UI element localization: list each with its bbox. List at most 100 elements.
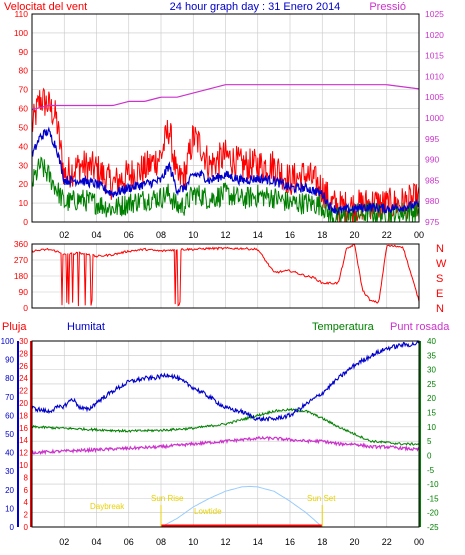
temperature-panel: 0102030405060708090100024681012141618202… <box>1 337 439 547</box>
rain-tick-label-0: 0 <box>24 523 29 532</box>
x-tick-label-14: 14 <box>253 230 263 240</box>
temp-tick-label--25: -25 <box>427 523 439 532</box>
wind-avg-line <box>31 126 420 216</box>
x-tick-label-02: 02 <box>59 537 69 547</box>
compass-label-1: W <box>436 258 447 270</box>
x-tick-label-22: 22 <box>382 537 392 547</box>
y2-tick-label-1025: 1025 <box>425 9 444 19</box>
x-tick-label-10: 10 <box>188 230 198 240</box>
x-tick-label-20: 20 <box>349 230 359 240</box>
temp-tick-label-0: 0 <box>427 451 432 460</box>
y2-tick-label-995: 995 <box>425 134 439 144</box>
y2-tick-label-980: 980 <box>425 196 439 206</box>
dir-tick-label-270: 270 <box>14 255 28 265</box>
y2-tick-label-1015: 1015 <box>425 51 444 61</box>
dir-tick-label-90: 90 <box>19 287 29 297</box>
y-tick-label-0: 0 <box>23 217 28 227</box>
temp-tick-label-20: 20 <box>427 394 436 403</box>
x-tick-label-10: 10 <box>188 537 198 547</box>
daybreak-label: Daybreak <box>90 502 125 511</box>
temp-tick-label--5: -5 <box>427 466 435 475</box>
wind-max-line <box>31 87 420 223</box>
pressure-label: Pressió <box>369 1 406 13</box>
x-tick-label-00: 00 <box>414 230 424 240</box>
y-tick-label-100: 100 <box>14 28 28 38</box>
hum-tick-label-50: 50 <box>5 430 14 439</box>
hum-tick-label-70: 70 <box>5 393 14 402</box>
sun-elevation-arc <box>160 485 323 528</box>
dewpoint-label: Punt rosada <box>390 321 450 333</box>
compass-label-4: N <box>436 303 444 315</box>
y2-tick-label-1005: 1005 <box>425 92 444 102</box>
hum-tick-label-10: 10 <box>5 504 14 513</box>
rain-tick-label-8: 8 <box>24 473 29 482</box>
rain-tick-label-18: 18 <box>19 411 28 420</box>
chart-title: 24 hour graph day : 31 Enero 2014 <box>170 1 341 13</box>
x-tick-label-20: 20 <box>349 537 359 547</box>
rain-tick-label-24: 24 <box>19 374 28 383</box>
compass-label-0: N <box>436 243 444 255</box>
x-tick-label-16: 16 <box>285 537 295 547</box>
y-tick-label-20: 20 <box>19 179 29 189</box>
dir-tick-label-180: 180 <box>14 271 28 281</box>
temp-tick-label--20: -20 <box>427 509 439 518</box>
y-tick-label-90: 90 <box>19 47 29 57</box>
x-tick-label-18: 18 <box>317 230 327 240</box>
rain-label: Pluja <box>2 321 27 333</box>
x-tick-label-16: 16 <box>285 230 295 240</box>
x-tick-label-08: 08 <box>156 537 166 547</box>
x-tick-label-12: 12 <box>220 537 230 547</box>
temp-tick-label-5: 5 <box>427 437 432 446</box>
lowtide-label: Lowtide <box>194 507 222 516</box>
hum-tick-label-30: 30 <box>5 467 14 476</box>
temp-tick-label-40: 40 <box>427 337 436 346</box>
y2-tick-label-990: 990 <box>425 155 439 165</box>
x-tick-label-12: 12 <box>220 230 230 240</box>
humidity-line <box>31 340 420 422</box>
temperature-line <box>31 407 420 446</box>
humidity-label: Humitat <box>67 321 105 333</box>
dewpoint-line <box>31 435 420 456</box>
wind-frame <box>31 13 420 223</box>
rain-tick-label-22: 22 <box>19 387 28 396</box>
temp-tick-label-10: 10 <box>427 423 436 432</box>
temperature-label: Temperatura <box>312 321 375 333</box>
hum-tick-label-90: 90 <box>5 356 14 365</box>
temp-tick-label-30: 30 <box>427 366 436 375</box>
y-tick-label-50: 50 <box>19 122 29 132</box>
rain-tick-label-26: 26 <box>19 362 28 371</box>
y2-tick-label-985: 985 <box>425 175 439 185</box>
temp-tick-label-25: 25 <box>427 380 436 389</box>
x-tick-label-08: 08 <box>156 230 166 240</box>
wind-panel: 0102030405060708090100110975980985990995… <box>14 9 444 240</box>
rain-tick-label-2: 2 <box>24 511 29 520</box>
x-tick-label-00: 00 <box>414 537 424 547</box>
hum-tick-label-100: 100 <box>1 337 15 346</box>
x-tick-label-18: 18 <box>317 537 327 547</box>
hum-tick-label-40: 40 <box>5 449 14 458</box>
wind-speed-label: Velocitat del vent <box>4 1 87 13</box>
y2-tick-label-1000: 1000 <box>425 113 444 123</box>
rain-tick-label-12: 12 <box>19 449 28 458</box>
temp-tick-label--10: -10 <box>427 480 439 489</box>
dir-tick-label-0: 0 <box>23 303 28 313</box>
direction-frame <box>31 243 420 309</box>
y-tick-label-10: 10 <box>19 198 29 208</box>
temp-tick-label--15: -15 <box>427 494 439 503</box>
temperature-frame <box>31 340 420 528</box>
y2-tick-label-975: 975 <box>425 217 439 227</box>
sunrise-label: Sun Rise <box>151 494 184 503</box>
y2-tick-label-1010: 1010 <box>425 71 444 81</box>
rain-tick-label-14: 14 <box>19 436 28 445</box>
hum-tick-label-80: 80 <box>5 374 14 383</box>
y2-tick-label-1020: 1020 <box>425 30 444 40</box>
pressure-line <box>31 84 420 111</box>
rain-tick-label-16: 16 <box>19 424 28 433</box>
x-tick-label-14: 14 <box>253 537 263 547</box>
x-tick-label-06: 06 <box>124 230 134 240</box>
dir-tick-label-360: 360 <box>14 239 28 249</box>
rain-tick-label-10: 10 <box>19 461 28 470</box>
x-tick-label-02: 02 <box>59 230 69 240</box>
